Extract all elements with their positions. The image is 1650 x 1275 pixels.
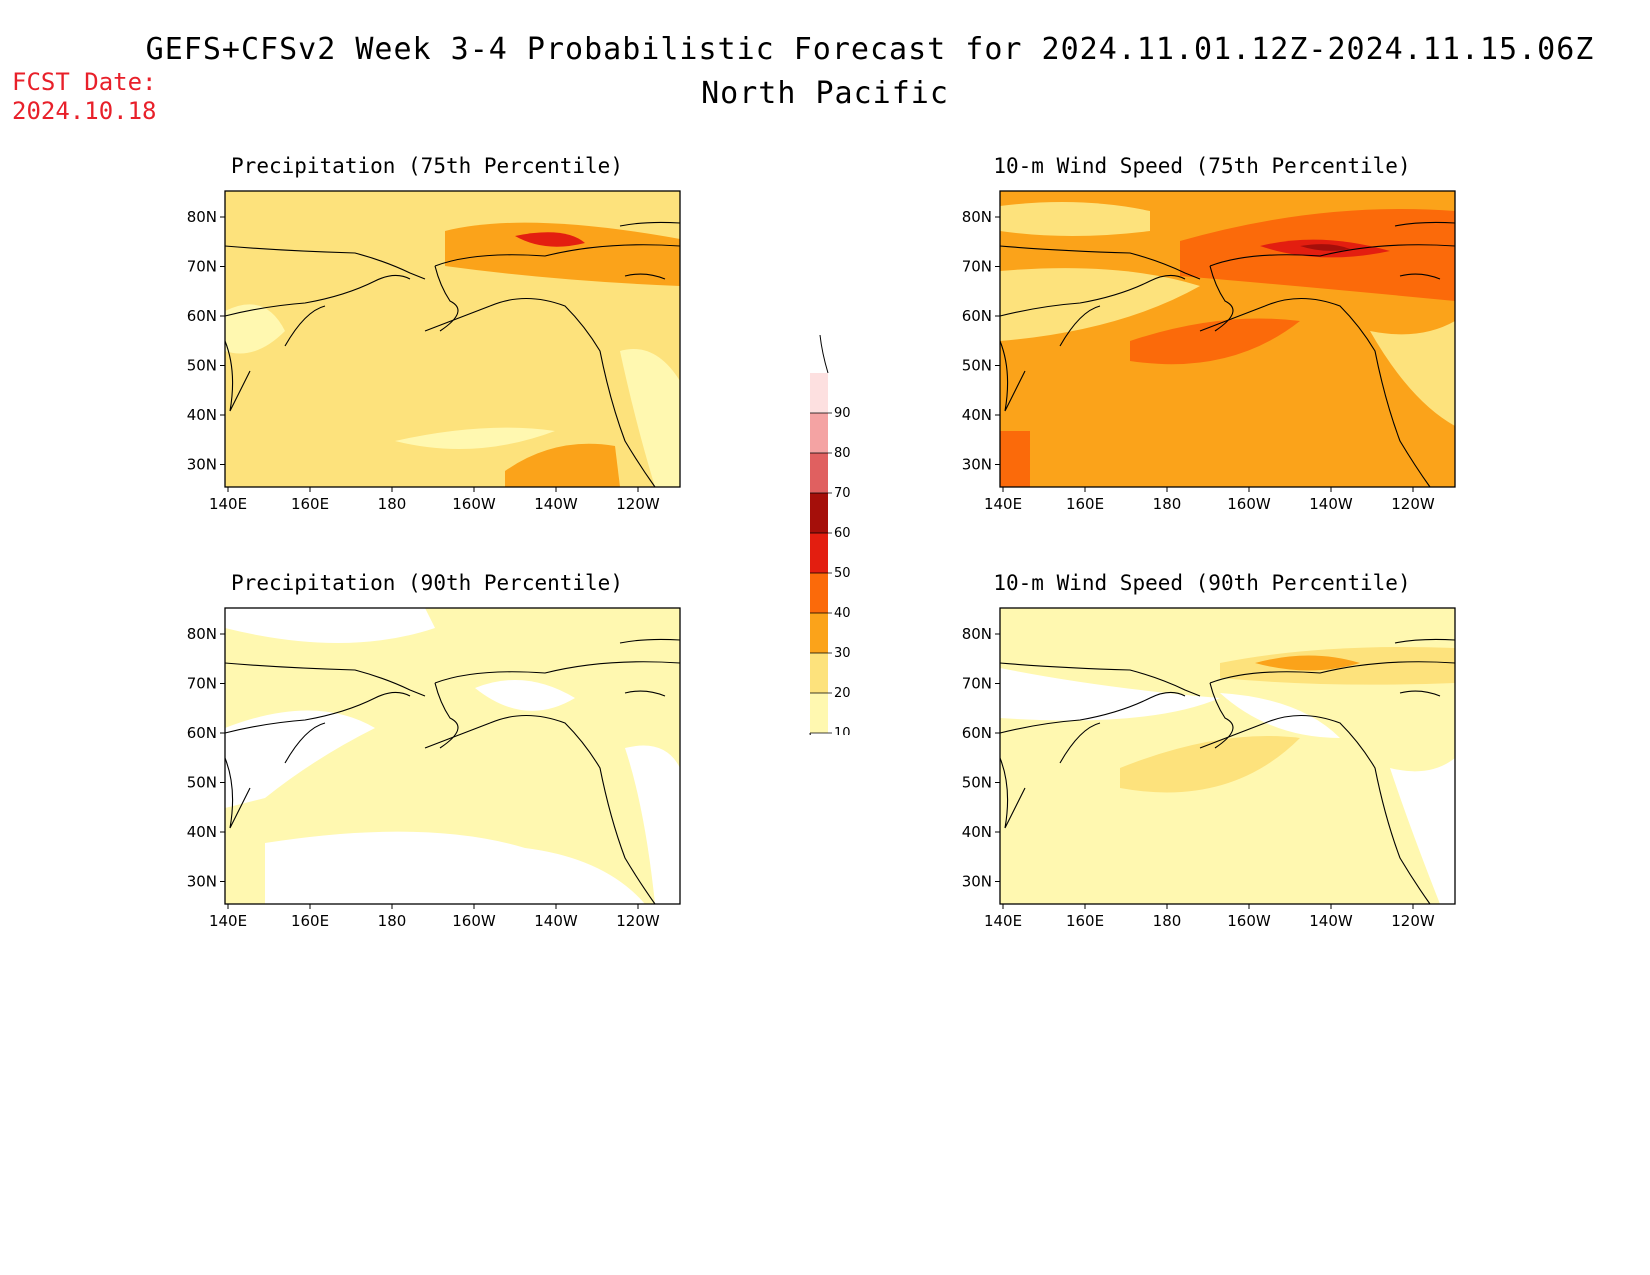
colorbar-label: 20	[834, 686, 851, 701]
colorbar-segment	[810, 613, 828, 653]
y-tick-label: 40N	[187, 823, 217, 841]
map-frame	[999, 190, 1456, 488]
x-tick-label: 160W	[452, 912, 496, 930]
colorbar-segment	[810, 533, 828, 573]
x-tick-label: 160W	[1227, 912, 1271, 930]
map-svg: 140E 160E 180 160W 140W 120W 80N 70N 60N 50N 40N 30…	[187, 607, 681, 930]
page-title: GEFS+CFSv2 Week 3-4 Probabilistic Foreca…	[145, 32, 1595, 67]
y-tick-label: 70N	[187, 258, 217, 276]
y-tick-label: 50N	[962, 357, 992, 375]
coastline	[224, 221, 681, 488]
coastline	[999, 221, 1456, 488]
field-contours	[225, 222, 680, 487]
colorbar-segment	[810, 573, 828, 613]
colorbar-label: 30	[834, 646, 851, 661]
colorbar-label: 10	[834, 726, 851, 735]
coastline	[224, 638, 681, 905]
y-tick-label: 50N	[962, 774, 992, 792]
x-tick-label: 140E	[209, 495, 247, 513]
colorbar-label: 50	[834, 566, 851, 581]
y-tick-label: 80N	[187, 208, 217, 226]
colorbar-segment	[810, 373, 828, 413]
x-tick-label: 180	[378, 495, 407, 513]
x-tick-label: 140W	[534, 912, 578, 930]
map-frame	[224, 190, 681, 488]
y-tick-label: 30N	[187, 456, 217, 474]
x-tick-label: 120W	[616, 912, 660, 930]
colorbar-tail-top	[819, 334, 829, 374]
colorbar-label: 60	[834, 526, 851, 541]
y-tick-label: 30N	[187, 873, 217, 891]
y-tick-label: 60N	[962, 307, 992, 325]
fcst-date-value: 2024.10.18	[12, 97, 157, 125]
map-panel-precip-90: 140E 160E 180 160W 140W 120W 80N 70N 60N 50N 40N 30…	[170, 602, 690, 932]
map-svg: 140E 160E 180 160W 140W 120W 80N 70N 60N 50N 40N 30…	[962, 190, 1456, 513]
colorbar-segment	[810, 413, 828, 453]
y-tick-label: 80N	[187, 625, 217, 643]
x-tick-label: 180	[1153, 495, 1182, 513]
x-tick-label: 120W	[1391, 495, 1435, 513]
colorbar-label: 40	[834, 606, 851, 621]
map-frame	[999, 607, 1456, 905]
colorbar-segment	[810, 453, 828, 493]
colorbar-segment	[810, 693, 828, 733]
y-tick-label: 40N	[962, 406, 992, 424]
x-tick-label: 160E	[1066, 912, 1104, 930]
x-tick-label: 160E	[291, 495, 329, 513]
panel-title-wind-90: 10-m Wind Speed (90th Percentile)	[993, 571, 1411, 595]
x-tick-label: 140E	[209, 912, 247, 930]
map-svg: 140E 160E 180 160W 140W 120W 80N 70N 60N 50N 40N 30…	[187, 190, 681, 513]
x-tick-label: 160W	[1227, 495, 1271, 513]
x-tick-label: 180	[378, 912, 407, 930]
y-tick-label: 40N	[187, 406, 217, 424]
colorbar-label: 80	[834, 446, 851, 461]
fcst-date-label: FCST Date:	[12, 68, 157, 96]
x-tick-label: 160E	[1066, 495, 1104, 513]
map-frame	[224, 607, 681, 905]
colorbar-svg: 10 20 30 40 50 60 70 80 90	[809, 334, 851, 768]
field-contours	[1000, 202, 1455, 487]
colorbar-label: 70	[834, 486, 851, 501]
map-panel-precip-75: 140E 160E 180 160W 140W 120W 80N 70N 60N 50N 40N 30…	[170, 185, 690, 515]
panel-title-precip-75: Precipitation (75th Percentile)	[231, 154, 623, 178]
colorbar-label: 90	[834, 406, 851, 421]
x-tick-label: 140W	[534, 495, 578, 513]
forecast-date-block: FCST Date: 2024.10.18	[12, 68, 157, 126]
x-tick-label: 120W	[1391, 912, 1435, 930]
x-tick-label: 140W	[1309, 912, 1353, 930]
x-tick-label: 180	[1153, 912, 1182, 930]
y-tick-label: 30N	[962, 456, 992, 474]
panel-title-precip-90: Precipitation (90th Percentile)	[231, 571, 623, 595]
colorbar-segment	[810, 493, 828, 533]
field-contours	[1000, 647, 1455, 904]
x-tick-label: 140E	[984, 495, 1022, 513]
x-tick-label: 120W	[616, 495, 660, 513]
field-contours	[225, 608, 680, 904]
y-tick-label: 80N	[962, 625, 992, 643]
coastline	[999, 638, 1456, 905]
colorbar: 10 20 30 40 50 60 70 80 90	[800, 334, 860, 768]
y-tick-label: 60N	[962, 724, 992, 742]
page-subtitle: North Pacific	[701, 76, 949, 111]
y-tick-label: 70N	[962, 675, 992, 693]
map-svg: 140E 160E 180 160W 140W 120W 80N 70N 60N 50N 40N 30…	[962, 607, 1456, 930]
y-tick-label: 50N	[187, 774, 217, 792]
y-tick-label: 70N	[962, 258, 992, 276]
y-tick-label: 30N	[962, 873, 992, 891]
map-panel-wind-90: 140E 160E 180 160W 140W 120W 80N 70N 60N 50N 40N 30…	[945, 602, 1465, 932]
y-tick-label: 80N	[962, 208, 992, 226]
y-tick-label: 70N	[187, 675, 217, 693]
x-tick-label: 140E	[984, 912, 1022, 930]
y-tick-label: 40N	[962, 823, 992, 841]
x-tick-label: 140W	[1309, 495, 1353, 513]
map-panel-wind-75: 140E 160E 180 160W 140W 120W 80N 70N 60N 50N 40N 30…	[945, 185, 1465, 515]
panel-title-wind-75: 10-m Wind Speed (75th Percentile)	[993, 154, 1411, 178]
y-tick-label: 60N	[187, 724, 217, 742]
x-tick-label: 160E	[291, 912, 329, 930]
y-tick-label: 60N	[187, 307, 217, 325]
colorbar-segment	[810, 653, 828, 693]
y-tick-label: 50N	[187, 357, 217, 375]
x-tick-label: 160W	[452, 495, 496, 513]
